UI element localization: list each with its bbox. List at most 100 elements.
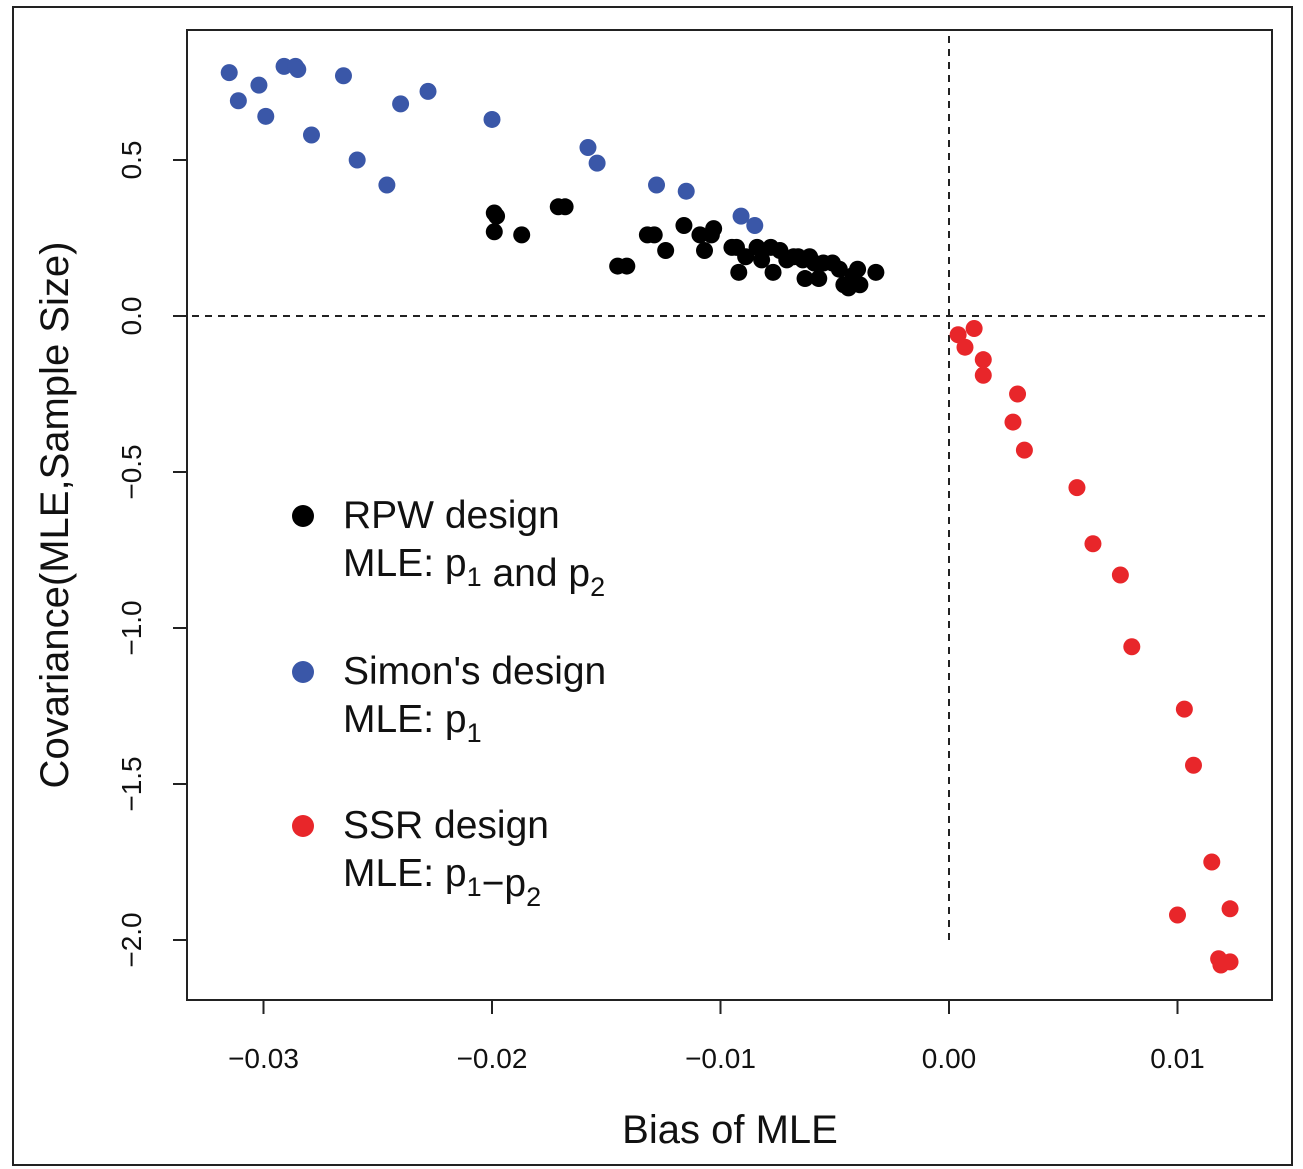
data-point: [732, 207, 750, 225]
legend-subscript: 2: [526, 882, 541, 912]
data-point: [705, 220, 723, 238]
data-point: [1169, 906, 1186, 924]
legend-marker: [292, 505, 314, 527]
legend-subscript: 2: [590, 572, 605, 602]
data-point: [588, 154, 606, 172]
legend-subscript: 1: [467, 562, 482, 592]
legend-connector: −: [482, 862, 505, 905]
data-point: [867, 263, 885, 281]
data-point: [677, 182, 695, 200]
data-point: [250, 76, 268, 94]
data-point: [229, 92, 247, 110]
series-2-points: [220, 57, 764, 235]
data-point: [302, 126, 320, 144]
legend-series-name: SSR design: [343, 804, 549, 847]
data-point: [488, 207, 506, 225]
legend-symbol: p: [445, 698, 467, 741]
data-point: [220, 64, 238, 82]
data-point: [513, 226, 531, 244]
data-point: [974, 351, 992, 369]
data-point: [753, 251, 771, 269]
data-point: [1004, 413, 1022, 431]
data-point: [1123, 638, 1141, 656]
plot-area-box: [186, 29, 1273, 1001]
data-point: [289, 61, 307, 79]
x-tick-label: −0.02: [457, 1043, 528, 1074]
data-point: [1015, 441, 1033, 459]
legend-mle-prefix: MLE:: [343, 852, 445, 895]
data-point: [849, 260, 867, 278]
data-point: [965, 319, 983, 337]
y-axis: 0.5 0.0 −0.5 −1.0 −1.5 −2.0: [116, 141, 187, 968]
data-point: [1184, 756, 1202, 774]
legend-series-name: Simon's design: [343, 650, 606, 693]
y-axis-label: Covariance(MLE,Sample Size): [33, 242, 77, 789]
data-point: [1175, 700, 1193, 718]
x-tick-label: −0.03: [228, 1043, 299, 1074]
reference-lines: [192, 36, 1266, 942]
data-point: [737, 248, 755, 266]
y-tick-label: −1.5: [116, 756, 147, 811]
data-point: [392, 95, 410, 113]
x-tick-label: 0.01: [1150, 1043, 1205, 1074]
data-point: [378, 176, 396, 194]
y-tick-label: −1.0: [116, 600, 147, 655]
data-point: [796, 270, 814, 288]
figure-border: [12, 6, 1293, 1166]
data-point: [334, 67, 352, 85]
data-point: [696, 241, 714, 259]
data-point: [483, 110, 501, 128]
data-point: [257, 107, 275, 125]
legend-mle-prefix: MLE:: [343, 698, 445, 741]
legend-series-mle: MLE: p1−p2: [343, 852, 541, 912]
data-point: [618, 257, 636, 275]
data-point: [648, 176, 666, 194]
legend-symbol: p: [568, 552, 590, 595]
data-point: [657, 241, 675, 259]
legend-subscript: 1: [467, 872, 482, 902]
x-axis-label: Bias of MLE: [622, 1108, 838, 1152]
legend-subscript: 1: [467, 718, 482, 748]
series-1-points: [485, 198, 885, 297]
data-point: [1009, 385, 1027, 403]
data-point: [730, 263, 748, 281]
x-tick-label: 0.00: [922, 1043, 977, 1074]
y-tick-label: 0.0: [116, 297, 147, 336]
x-tick-label: −0.01: [685, 1043, 756, 1074]
data-point: [746, 217, 764, 235]
data-point: [1068, 479, 1086, 497]
legend-symbol: p: [445, 542, 467, 585]
legend-series-mle: MLE: p1: [343, 698, 482, 748]
y-tick-label: −2.0: [116, 912, 147, 967]
data-point: [956, 338, 974, 356]
data-point: [1221, 900, 1239, 918]
legend-marker: [292, 661, 314, 683]
data-point: [485, 223, 503, 241]
data-points: [220, 57, 1239, 974]
data-point: [1111, 566, 1129, 584]
legend-marker: [292, 815, 314, 837]
legend-symbol: p: [504, 862, 526, 905]
data-point: [974, 366, 992, 384]
legend-series-mle: MLE: p1 and p2: [343, 542, 605, 602]
y-tick-label: −0.5: [116, 444, 147, 499]
legend-mle-prefix: MLE:: [343, 542, 445, 585]
x-axis: −0.03 −0.02 −0.01 0.00 0.01: [228, 1000, 1205, 1074]
data-point: [419, 82, 437, 100]
legend-series-name: RPW design: [343, 494, 560, 537]
data-point: [645, 226, 663, 244]
series-3-points: [949, 319, 1239, 974]
data-point: [810, 270, 828, 288]
data-point: [851, 276, 869, 294]
data-point: [830, 260, 848, 278]
data-point: [1084, 535, 1102, 553]
data-point: [1221, 953, 1239, 971]
data-point: [675, 217, 693, 235]
data-point: [949, 326, 967, 344]
data-point: [764, 263, 782, 281]
data-point: [1203, 853, 1221, 871]
legend-connector: and: [482, 552, 569, 595]
legend-symbol: p: [445, 852, 467, 895]
